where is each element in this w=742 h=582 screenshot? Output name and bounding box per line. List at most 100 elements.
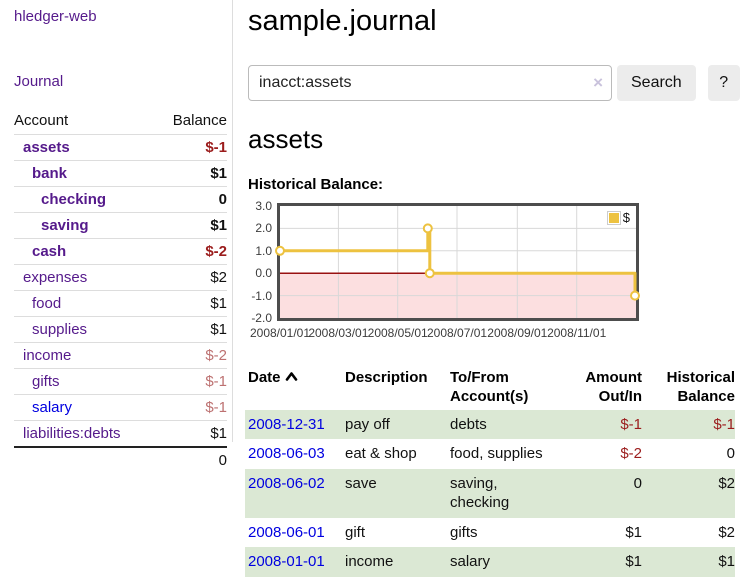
- accounts-table: Account Balance assets $-1 bank $1 checking 0…: [14, 108, 227, 473]
- account-link[interactable]: checking: [41, 191, 107, 208]
- x-axis-tick-label: 2008/07/01: [426, 326, 488, 340]
- transaction-date-link[interactable]: 2008-06-02: [248, 474, 325, 492]
- register-row: 2008-06-02 save saving, checking 0 $2: [245, 468, 735, 518]
- clear-search-icon[interactable]: ×: [593, 73, 603, 92]
- account-row: saving $1: [14, 212, 227, 239]
- account-link[interactable]: liabilities:debts: [23, 425, 121, 442]
- search-button[interactable]: Search: [617, 65, 696, 101]
- transaction-amount: $-2: [620, 445, 642, 462]
- account-row: supplies $1: [14, 316, 227, 343]
- x-axis-tick-label: 2008/09/01: [487, 326, 548, 340]
- transaction-balance: $1: [718, 553, 735, 570]
- y-axis-tick-label: -1.0: [251, 288, 272, 303]
- y-axis-tick-label: 3.0: [255, 199, 272, 213]
- chart-y-axis: 3.0 2.0 1.0 0.0 -1.0 -2.0: [248, 199, 272, 325]
- transaction-date-link[interactable]: 2008-12-31: [248, 415, 325, 433]
- transaction-amount: $1: [625, 553, 642, 570]
- accounts-total-row: 0: [14, 446, 227, 473]
- y-axis-tick-label: -2.0: [251, 311, 272, 325]
- register-header-accounts: To/From Account(s): [450, 369, 529, 405]
- account-row: gifts $-1: [14, 368, 227, 395]
- transaction-date-link[interactable]: 2008-06-01: [248, 523, 325, 541]
- transaction-description: eat & shop: [345, 445, 417, 462]
- register-header-row: Date Description To/From Account(s) Amou…: [245, 366, 735, 410]
- account-row: assets $-1: [14, 135, 227, 161]
- account-row: salary $-1: [14, 394, 227, 421]
- y-axis-tick-label: 0.0: [255, 266, 272, 281]
- register-table-body: 2008-12-31 pay off debts $-1 $-1 2008-06-03 ea…: [245, 409, 735, 577]
- register-header-amount: Amount Out/In: [585, 369, 642, 405]
- transaction-date-link[interactable]: 2008-06-03: [248, 445, 325, 462]
- transaction-description: income: [345, 553, 394, 570]
- account-link[interactable]: salary: [32, 399, 73, 416]
- x-axis-tick-label: 2008/05/01: [367, 326, 428, 340]
- account-balance: $1: [155, 212, 227, 239]
- legend-swatch-icon: [606, 210, 621, 225]
- sidebar-item-journal[interactable]: Journal: [14, 73, 64, 90]
- search-input[interactable]: [248, 65, 612, 101]
- account-balance: $1: [155, 420, 227, 447]
- x-axis-tick-label: 2008/11/01: [547, 326, 607, 340]
- account-row: cash $-2: [14, 238, 227, 265]
- register-header-balance: Historical Balance: [666, 369, 735, 405]
- app-title-link[interactable]: hledger-web: [14, 8, 97, 25]
- balance-chart-svg: [275, 206, 640, 318]
- transaction-amount: $1: [625, 523, 642, 541]
- transaction-accounts: debts: [450, 415, 487, 433]
- page-title: sample.journal: [248, 5, 437, 37]
- account-link[interactable]: income: [23, 347, 72, 364]
- account-link[interactable]: expenses: [23, 269, 88, 286]
- x-axis-tick-label: 2008/01/01: [249, 326, 311, 340]
- sidebar: hledger-web Journal Account Balance asse…: [0, 0, 233, 473]
- search-form: × Search ?: [248, 65, 742, 101]
- account-balance: $1: [155, 290, 227, 317]
- accounts-total-value: 0: [155, 446, 227, 473]
- transaction-amount: $-1: [620, 415, 642, 433]
- balance-column-header: Balance: [155, 108, 227, 135]
- help-button[interactable]: ?: [707, 65, 740, 101]
- register-header-date[interactable]: Date: [245, 366, 345, 410]
- transaction-balance: 0: [726, 445, 735, 462]
- transaction-balance: $2: [718, 474, 735, 492]
- transaction-accounts: saving, checking: [450, 474, 510, 512]
- sort-ascending-icon: [285, 372, 297, 381]
- account-row: liabilities:debts $1: [14, 420, 227, 447]
- transaction-description: save: [345, 474, 377, 492]
- account-link[interactable]: food: [32, 295, 62, 312]
- account-link[interactable]: cash: [32, 243, 67, 260]
- x-axis-tick-label: 2008/03/01: [308, 326, 369, 340]
- account-link[interactable]: saving: [41, 217, 89, 234]
- account-heading: assets: [248, 124, 324, 154]
- account-balance: $-1: [155, 368, 227, 395]
- spacer: [14, 446, 156, 473]
- transaction-accounts: salary: [450, 553, 491, 570]
- account-link[interactable]: gifts: [32, 373, 60, 390]
- account-row: income $-2: [14, 342, 227, 369]
- transaction-amount: 0: [633, 474, 642, 492]
- account-balance: $-2: [155, 342, 227, 369]
- accounts-table-body: assets $-1 bank $1 checking 0 saving $1 cash $-2 e…: [14, 135, 227, 447]
- register-header-description: Description: [345, 369, 428, 386]
- account-row: bank $1: [14, 160, 227, 187]
- account-row: checking 0: [14, 186, 227, 213]
- transaction-balance: $-1: [713, 415, 735, 433]
- main-content: sample.journal × Search ? assets Histori…: [245, 0, 742, 577]
- transaction-accounts: gifts: [450, 523, 478, 541]
- transaction-accounts: food, supplies: [450, 445, 543, 462]
- historical-balance-chart: 3.0 2.0 1.0 0.0 -1.0 -2.0 $ 2008/01/01 2008/03…: [248, 199, 742, 349]
- account-link[interactable]: assets: [23, 139, 70, 156]
- register-row: 2008-06-03 eat & shop food, supplies $-2 0: [245, 439, 735, 469]
- account-link[interactable]: bank: [32, 165, 68, 182]
- transaction-date-link[interactable]: 2008-01-01: [248, 553, 325, 570]
- account-row: expenses $2: [14, 264, 227, 291]
- account-balance: $-2: [155, 238, 227, 265]
- account-balance: 0: [155, 186, 227, 213]
- y-axis-tick-label: 1.0: [255, 243, 272, 258]
- legend-label: $: [622, 210, 630, 225]
- account-balance: $1: [155, 160, 227, 187]
- account-link[interactable]: supplies: [32, 321, 88, 338]
- register-row: 2008-06-01 gift gifts $1 $2: [245, 518, 735, 548]
- register-table: Date Description To/From Account(s) Amou…: [245, 366, 735, 577]
- register-row: 2008-01-01 income salary $1 $1: [245, 547, 735, 577]
